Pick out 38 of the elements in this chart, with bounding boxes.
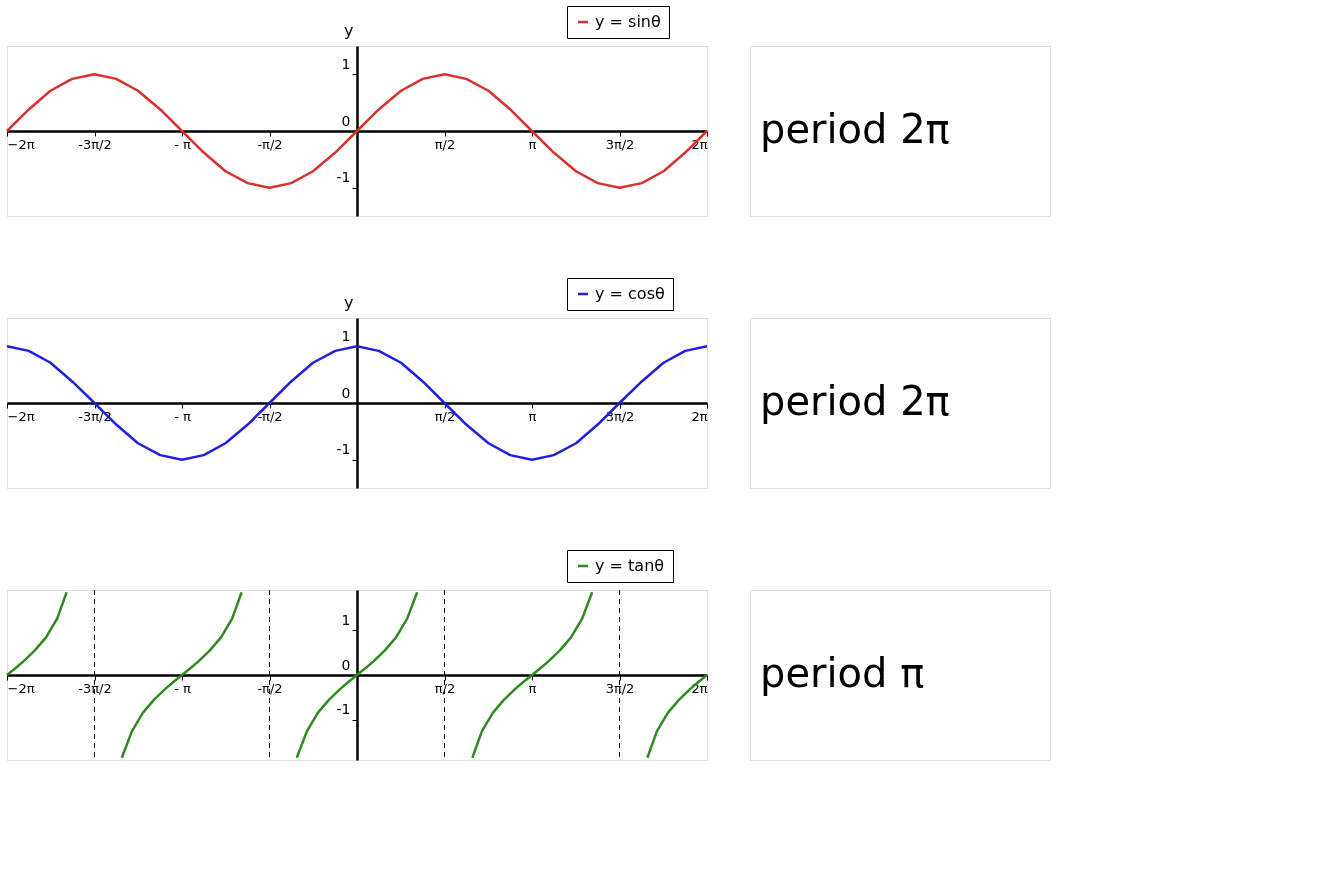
x-tick-label: −2π <box>7 408 35 424</box>
x-tick-label: -3π/2 <box>78 136 112 152</box>
text: period π <box>760 650 925 696</box>
x-tick-label: π <box>528 408 537 424</box>
x-tick-label: -π/2 <box>257 680 283 696</box>
x-tick-label: −2π <box>7 136 35 152</box>
legend-label: y = cosθ <box>595 284 665 303</box>
x-tick-label: - π <box>174 136 191 152</box>
x-tick-label: π/2 <box>434 408 456 424</box>
y-tick-label: 0 <box>341 656 351 673</box>
y-axis-title: y <box>344 20 354 40</box>
x-tick-label: -3π/2 <box>78 680 112 696</box>
y-tick-label: -1 <box>336 169 351 186</box>
x-tick-label: π/2 <box>434 136 456 152</box>
legend-label: y = tanθ <box>595 556 665 575</box>
text: period 2π <box>760 106 950 152</box>
y-tick-label: 1 <box>341 55 351 72</box>
x-tick-label: - π <box>174 408 191 424</box>
legend-label: y = sinθ <box>595 12 661 31</box>
x-tick-label: −2π <box>7 680 35 696</box>
x-tick-label: π <box>528 680 537 696</box>
x-tick-label: -π/2 <box>257 408 283 424</box>
x-tick-label: 3π/2 <box>605 680 635 696</box>
x-tick-label: - π <box>174 680 191 696</box>
x-tick-label: 3π/2 <box>605 408 635 424</box>
y-tick-label: 1 <box>341 611 351 628</box>
x-tick-label: 2π <box>691 136 708 152</box>
y-tick-label: -1 <box>336 701 351 718</box>
y-tick-label: 0 <box>341 384 351 401</box>
x-tick-label: 3π/2 <box>605 136 635 152</box>
x-tick-label: π <box>528 136 537 152</box>
y-tick-label: 1 <box>341 327 351 344</box>
text: period 2π <box>760 378 950 424</box>
y-tick-label: 0 <box>341 112 351 129</box>
x-tick-label: 2π <box>691 408 708 424</box>
y-tick-label: -1 <box>336 441 351 458</box>
x-tick-label: -π/2 <box>257 136 283 152</box>
y-axis-title: y <box>344 292 354 312</box>
